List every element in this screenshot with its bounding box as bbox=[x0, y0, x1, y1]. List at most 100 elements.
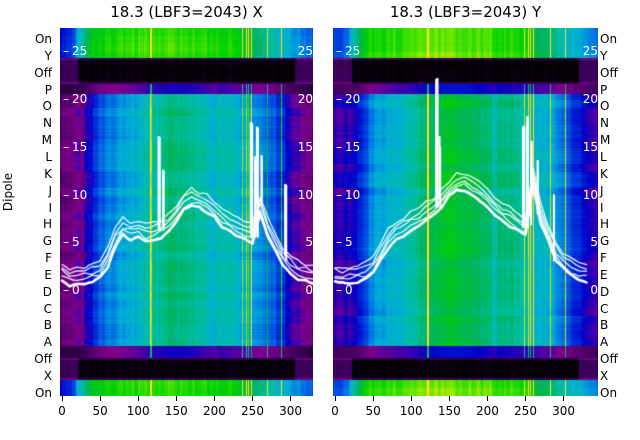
y-tick-label-25: 25 bbox=[583, 44, 598, 58]
category-tick-left-14: E bbox=[44, 267, 52, 282]
tick-mark bbox=[334, 396, 336, 401]
category-tick-left-0: On bbox=[34, 32, 52, 46]
category-tick-right-0: On bbox=[600, 32, 618, 46]
tick-dash: – bbox=[63, 235, 69, 250]
tick-value: 10 bbox=[582, 187, 598, 202]
tick-value: 5 bbox=[72, 235, 80, 250]
tick-mark bbox=[213, 396, 215, 401]
category-tick-right-21: On bbox=[600, 385, 618, 400]
category-tick-right-6: M bbox=[600, 133, 611, 148]
y-tick-label-0: –0 bbox=[336, 283, 353, 297]
tick-dash: – bbox=[336, 92, 342, 106]
tick-value: 25 bbox=[297, 44, 313, 59]
tick-mark bbox=[563, 396, 565, 401]
category-tick-right-8: K bbox=[600, 166, 608, 181]
y-tick-label-10: 10 bbox=[583, 188, 598, 202]
category-tick-left-5: N bbox=[43, 116, 52, 131]
tick-value: 5 bbox=[305, 235, 313, 250]
xtick-left-tick-0: 0 bbox=[42, 396, 82, 418]
tick-dash: – bbox=[63, 44, 69, 59]
xtick-left-tick-200: 200 bbox=[194, 396, 234, 418]
tick-label: 150 bbox=[437, 404, 461, 418]
category-tick-left-11: H bbox=[42, 217, 52, 232]
y-tick-label-20: 20 bbox=[298, 92, 313, 106]
tick-label: 200 bbox=[475, 404, 499, 418]
category-tick-left-19: Off bbox=[34, 352, 52, 367]
heatmap-canvas-x bbox=[60, 28, 313, 396]
tick-dash: – bbox=[63, 187, 69, 202]
xtick-right-tick-0: 0 bbox=[315, 396, 355, 418]
panel-title-y: 18.3 (LBF3=2043) Y bbox=[389, 3, 542, 21]
tick-value: 15 bbox=[582, 139, 598, 154]
category-tick-left-21: On bbox=[34, 385, 52, 400]
y-tick-label-15: 15 bbox=[583, 140, 598, 154]
tick-label: 200 bbox=[202, 404, 226, 418]
tick-value: 10 bbox=[297, 187, 313, 202]
y-tick-label-25: –25 bbox=[336, 44, 360, 58]
xtick-left-tick-150: 150 bbox=[156, 396, 196, 418]
xtick-left-tick-50: 50 bbox=[80, 396, 120, 418]
category-tick-right-13: F bbox=[600, 251, 607, 266]
tick-label: 300 bbox=[552, 404, 576, 418]
tick-label: 300 bbox=[279, 404, 303, 418]
tick-value: 20 bbox=[72, 92, 88, 106]
tick-mark bbox=[175, 396, 177, 401]
category-tick-right-5: N bbox=[600, 116, 609, 131]
category-tick-left-4: O bbox=[42, 99, 52, 114]
y-tick-label-5: –5 bbox=[63, 235, 80, 249]
tick-value: 25 bbox=[345, 44, 361, 59]
y-tick-label-5: –5 bbox=[336, 235, 353, 249]
tick-label: 100 bbox=[399, 404, 423, 418]
xtick-left-tick-250: 250 bbox=[233, 396, 273, 418]
tick-label: 100 bbox=[126, 404, 150, 418]
y-tick-label-0: 0 bbox=[590, 283, 598, 297]
category-tick-left-16: C bbox=[43, 301, 52, 316]
category-tick-right-14: E bbox=[600, 267, 608, 282]
tick-dash: – bbox=[336, 44, 342, 59]
y-tick-label-10: 10 bbox=[298, 188, 313, 202]
xtick-right-tick-250: 250 bbox=[506, 396, 546, 418]
category-tick-left-17: B bbox=[43, 318, 52, 333]
tick-value: 5 bbox=[590, 235, 598, 250]
xtick-left-tick-300: 300 bbox=[271, 396, 311, 418]
tick-dash: – bbox=[336, 235, 342, 250]
tick-value: 20 bbox=[582, 92, 598, 106]
category-tick-right-10: I bbox=[600, 200, 604, 215]
category-tick-left-10: I bbox=[48, 200, 52, 215]
xtick-right-tick-100: 100 bbox=[391, 396, 431, 418]
xtick-right-tick-50: 50 bbox=[353, 396, 393, 418]
y-tick-label-25: –25 bbox=[63, 44, 87, 58]
y-tick-label-0: 0 bbox=[305, 283, 313, 297]
y-tick-label-20: 20 bbox=[583, 92, 598, 106]
category-tick-right-17: B bbox=[600, 318, 609, 333]
category-tick-right-9: J bbox=[600, 183, 604, 198]
y-tick-label-5: 5 bbox=[590, 235, 598, 249]
tick-label: 50 bbox=[365, 404, 381, 418]
category-tick-right-3: P bbox=[600, 82, 608, 97]
tick-dash: – bbox=[336, 139, 342, 154]
category-tick-left-6: M bbox=[41, 133, 52, 148]
tick-label: 250 bbox=[514, 404, 537, 418]
category-tick-right-20: X bbox=[600, 369, 609, 383]
y-tick-label-5: 5 bbox=[305, 235, 313, 249]
y-tick-label-20: –20 bbox=[63, 92, 87, 106]
tick-mark bbox=[486, 396, 488, 401]
y-tick-label-10: –10 bbox=[336, 188, 360, 202]
category-tick-left-20: X bbox=[43, 369, 52, 383]
category-tick-left-15: D bbox=[42, 284, 52, 299]
tick-value: 20 bbox=[297, 92, 313, 106]
tick-value: 25 bbox=[582, 44, 598, 59]
tick-value: 0 bbox=[345, 283, 353, 297]
y-tick-label-25: 25 bbox=[298, 44, 313, 58]
y-tick-label-10: –10 bbox=[63, 188, 87, 202]
category-tick-left-12: G bbox=[42, 234, 52, 249]
category-tick-left-18: A bbox=[43, 335, 52, 350]
y-tick-label-15: –15 bbox=[336, 140, 360, 154]
category-tick-right-2: Off bbox=[600, 65, 618, 80]
heatmap-panel-y[interactable]: –25–20–15–10–5–0 25 20 15 10 5 0 bbox=[333, 28, 598, 396]
tick-value: 20 bbox=[345, 92, 361, 106]
category-axis-right: On Y Off P O N M L K J I H G F E D C B A Off X On bbox=[600, 26, 634, 400]
heatmap-panel-x[interactable]: –25–20–15–10–5–0 25 20 15 10 5 0 bbox=[60, 28, 313, 396]
tick-value: 15 bbox=[345, 139, 361, 154]
